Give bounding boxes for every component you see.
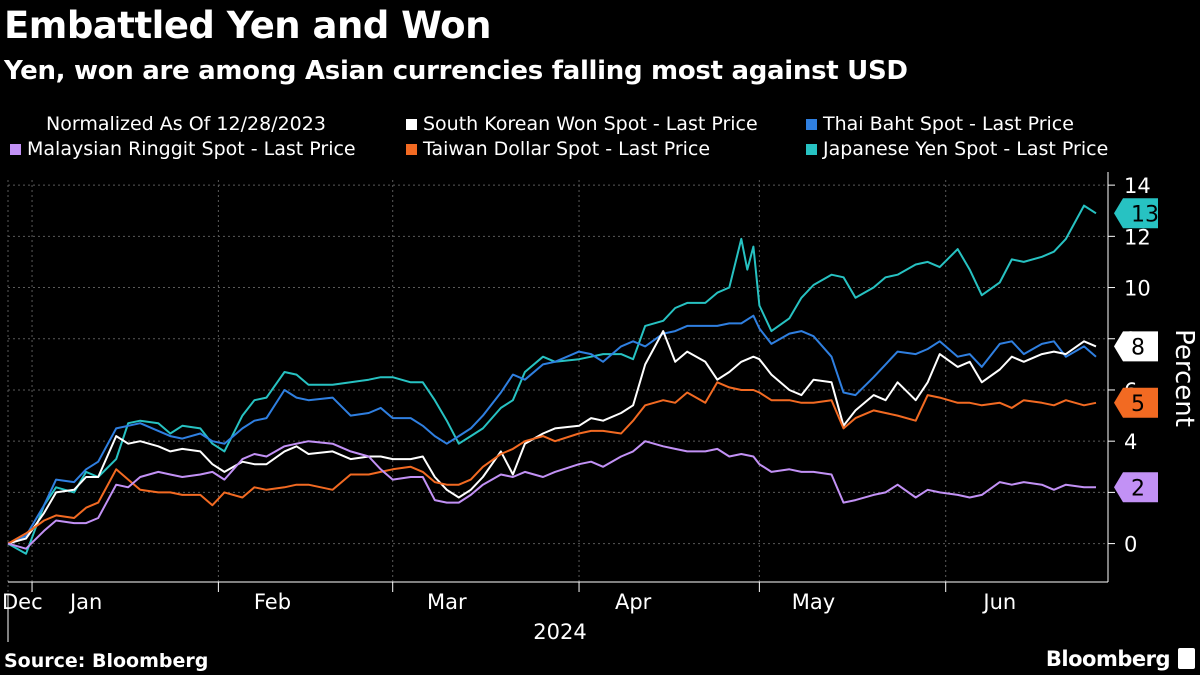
end-value-tag [1114, 331, 1158, 362]
x-tick-label: Apr [615, 590, 652, 614]
chart-subtitle: Yen, won are among Asian currencies fall… [4, 56, 908, 86]
legend-label-taiwan-dollar: Taiwan Dollar Spot - Last Price [423, 138, 711, 160]
y-tick-label: 12 [1124, 225, 1151, 249]
end-value-label: 5 [1131, 392, 1145, 417]
end-value-label: 13 [1131, 202, 1159, 227]
legend-swatch-won [406, 118, 417, 130]
end-value-label: 8 [1131, 335, 1145, 360]
series-line [7, 204, 1097, 555]
series-line [7, 330, 1097, 545]
bloomberg-terminal-icon [1178, 648, 1195, 669]
legend-item-ringgit: Malaysian Ringgit Spot - Last Price [10, 138, 356, 160]
legend-swatch-taiwan-dollar [406, 143, 417, 155]
legend-item-baht: Thai Baht Spot - Last Price [806, 113, 1074, 135]
bloomberg-logo: Bloomberg [1045, 647, 1171, 671]
series-line [7, 440, 1096, 550]
series-line [7, 314, 1097, 545]
end-value-tag [1114, 198, 1158, 229]
y-tick-label: 0 [1124, 533, 1137, 557]
end-value-tag [1114, 472, 1158, 503]
legend-label-baht: Thai Baht Spot - Last Price [823, 113, 1074, 135]
legend-swatch-yen [806, 143, 817, 155]
x-tick-label: Jun [981, 590, 1016, 614]
end-value-tag [1114, 387, 1158, 418]
legend-item-won: South Korean Won Spot - Last Price [406, 113, 758, 135]
x-tick-label: May [792, 590, 835, 614]
legend-swatch-baht [806, 118, 817, 130]
legend-label-won: South Korean Won Spot - Last Price [423, 113, 758, 135]
y-tick-label: 10 [1124, 277, 1151, 301]
end-value-label: 2 [1131, 476, 1145, 501]
x-tick-label: Dec [2, 590, 43, 614]
x-tick-label: Feb [254, 590, 291, 614]
legend-item-taiwan-dollar: Taiwan Dollar Spot - Last Price [406, 138, 710, 160]
x-tick-label: Mar [427, 590, 467, 614]
x-tick-label: Jan [68, 590, 102, 614]
y-tick-label: 4 [1124, 430, 1137, 454]
legend-swatch-ringgit [10, 143, 21, 155]
y-axis-label: Percent [1169, 329, 1199, 427]
series-line [7, 381, 1097, 545]
legend-header: Normalized As Of 12/28/2023 [46, 113, 326, 135]
source-note: Source: Bloomberg [4, 650, 209, 672]
x-axis-label: 2024 [533, 620, 586, 644]
y-tick-label: 14 [1124, 174, 1151, 198]
legend-item-yen: Japanese Yen Spot - Last Price [806, 138, 1108, 160]
legend-label-ringgit: Malaysian Ringgit Spot - Last Price [27, 138, 356, 160]
chart-title: Embattled Yen and Won [4, 4, 491, 47]
legend-label-yen: Japanese Yen Spot - Last Price [823, 138, 1109, 160]
